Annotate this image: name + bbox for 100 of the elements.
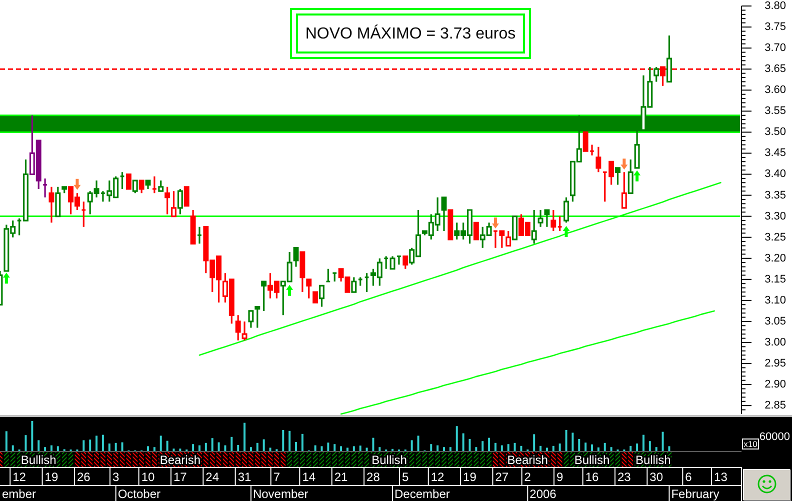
bar bbox=[610, 447, 612, 451]
candlestick bbox=[319, 284, 324, 308]
bar bbox=[514, 442, 516, 451]
candlestick bbox=[254, 306, 260, 329]
candlestick bbox=[364, 272, 370, 293]
bar bbox=[359, 446, 362, 451]
annotation: Bullish bbox=[635, 453, 671, 467]
candlestick bbox=[332, 272, 338, 282]
candlestick bbox=[557, 216, 563, 232]
x-tick-label: 7 bbox=[273, 470, 280, 484]
candlestick bbox=[325, 268, 331, 282]
y-tick-label: 3.55 bbox=[764, 105, 786, 118]
candlestick bbox=[62, 186, 68, 194]
candlestick bbox=[383, 255, 389, 270]
candlestick bbox=[544, 209, 550, 228]
candlestick bbox=[132, 180, 138, 194]
text: February bbox=[671, 487, 720, 501]
bar bbox=[334, 444, 336, 451]
y-tick-label: 3.70 bbox=[764, 42, 786, 54]
y-tick-label: 2.95 bbox=[764, 358, 786, 370]
candlestick bbox=[390, 255, 396, 270]
candlestick bbox=[120, 171, 125, 190]
y-tick-label: 3.45 bbox=[764, 147, 786, 160]
text: December bbox=[394, 487, 450, 501]
bar bbox=[346, 448, 348, 451]
candlestick bbox=[441, 196, 447, 232]
candlestick bbox=[80, 200, 86, 228]
bar bbox=[327, 442, 330, 451]
text: November bbox=[252, 487, 308, 501]
y-tick-label: 3.80 bbox=[764, 0, 786, 12]
bar bbox=[250, 447, 252, 451]
candlestick bbox=[396, 255, 402, 266]
candlestick bbox=[596, 146, 602, 173]
x-tick-label: 6 bbox=[685, 470, 692, 484]
text: 60000 bbox=[759, 431, 790, 443]
bar bbox=[520, 446, 522, 451]
bar bbox=[591, 444, 593, 451]
candlestick bbox=[248, 310, 254, 329]
annotation: Bullish bbox=[574, 453, 610, 467]
candlestick bbox=[531, 209, 537, 244]
x-tick-label: 16 bbox=[585, 470, 599, 484]
bar bbox=[114, 442, 117, 451]
x-tick-label: 5 bbox=[402, 470, 410, 484]
candlestick bbox=[16, 218, 22, 236]
x-tick-label: 12 bbox=[12, 470, 26, 484]
candlestick bbox=[152, 176, 158, 194]
candlestick bbox=[654, 66, 660, 83]
line-series bbox=[340, 310, 715, 415]
candlestick bbox=[312, 291, 318, 304]
candlestick bbox=[448, 209, 454, 240]
bar bbox=[256, 442, 258, 451]
candlestick bbox=[145, 180, 151, 190]
bar bbox=[552, 446, 554, 451]
candlestick bbox=[235, 314, 241, 342]
annotation: Bullish bbox=[372, 453, 407, 467]
y-tick-label: 3.65 bbox=[764, 63, 786, 76]
candlestick bbox=[261, 280, 267, 312]
x-tick-label: 26 bbox=[76, 470, 91, 484]
bar bbox=[668, 446, 670, 451]
x-tick-label: 2 bbox=[524, 470, 532, 484]
y-tick-label: 3.15 bbox=[764, 273, 786, 286]
bar bbox=[153, 447, 156, 451]
x-tick-label: 23 bbox=[617, 470, 632, 484]
candlestick bbox=[242, 320, 248, 342]
candlestick bbox=[184, 186, 190, 207]
bar bbox=[475, 447, 478, 451]
candlestick bbox=[538, 209, 544, 228]
candlestick bbox=[402, 255, 408, 270]
x-tick-label: 14 bbox=[302, 470, 316, 484]
candlestick bbox=[358, 276, 364, 287]
y-tick-label: 3.10 bbox=[764, 294, 786, 306]
text: October bbox=[118, 487, 161, 501]
x-tick-label: 28 bbox=[366, 470, 380, 484]
bar bbox=[597, 447, 600, 451]
candlestick bbox=[351, 276, 357, 293]
y-tick-label: 3.05 bbox=[764, 315, 786, 328]
candlestick bbox=[158, 180, 164, 192]
bar bbox=[630, 446, 632, 451]
x-tick-label: 19 bbox=[44, 470, 58, 484]
bar bbox=[430, 444, 432, 451]
candlestick bbox=[306, 278, 312, 300]
x-tick-label: 9 bbox=[556, 470, 564, 484]
x-tick-label: 27 bbox=[495, 470, 509, 484]
candlestick bbox=[473, 222, 479, 240]
x-tick-label: 19 bbox=[463, 470, 477, 484]
candlestick bbox=[564, 196, 569, 224]
y-tick-label: 3.50 bbox=[764, 126, 786, 138]
bar bbox=[314, 445, 316, 451]
x-tick-label: 10 bbox=[141, 470, 155, 484]
candlestick bbox=[190, 209, 196, 244]
candlestick bbox=[300, 251, 306, 293]
y-tick-label: 2.90 bbox=[764, 378, 786, 391]
x-tick-label: 17 bbox=[173, 470, 188, 484]
bar bbox=[443, 447, 445, 451]
y-tick-label: 3.60 bbox=[764, 84, 786, 96]
candlestick bbox=[196, 226, 202, 244]
candlestick bbox=[615, 167, 620, 186]
bar bbox=[108, 444, 110, 451]
y-tick-label: 3.20 bbox=[764, 252, 786, 264]
bar bbox=[320, 446, 323, 451]
